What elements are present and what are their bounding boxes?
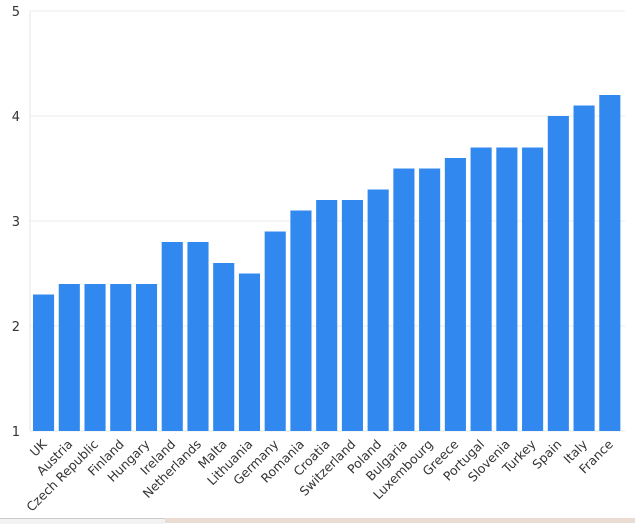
y-tick-label: 4 <box>12 110 20 125</box>
bar <box>367 189 389 431</box>
bottom-strip <box>0 518 165 524</box>
bar <box>213 263 235 431</box>
bar <box>522 147 544 431</box>
bar <box>290 210 312 431</box>
bar <box>393 168 415 431</box>
x-tick-label: Spain <box>529 437 564 472</box>
bar <box>496 147 518 431</box>
bar <box>110 284 132 431</box>
bar <box>161 242 183 431</box>
bar <box>573 105 595 431</box>
bar <box>84 284 106 431</box>
y-tick-label: 5 <box>12 5 20 20</box>
bar <box>316 200 338 431</box>
bar <box>547 116 569 431</box>
bar <box>341 200 363 431</box>
y-tick-label: 3 <box>12 215 20 230</box>
bar <box>33 294 55 431</box>
bar <box>187 242 209 431</box>
bar <box>599 95 621 431</box>
y-tick-label: 1 <box>12 425 20 440</box>
bottom-strip-image <box>165 518 635 523</box>
bar <box>135 284 158 431</box>
y-tick-label: 2 <box>12 320 20 335</box>
bar <box>419 168 441 431</box>
bar <box>470 147 492 431</box>
bar <box>264 231 286 431</box>
bar <box>238 273 261 431</box>
bar <box>444 158 466 431</box>
bar <box>58 284 80 431</box>
